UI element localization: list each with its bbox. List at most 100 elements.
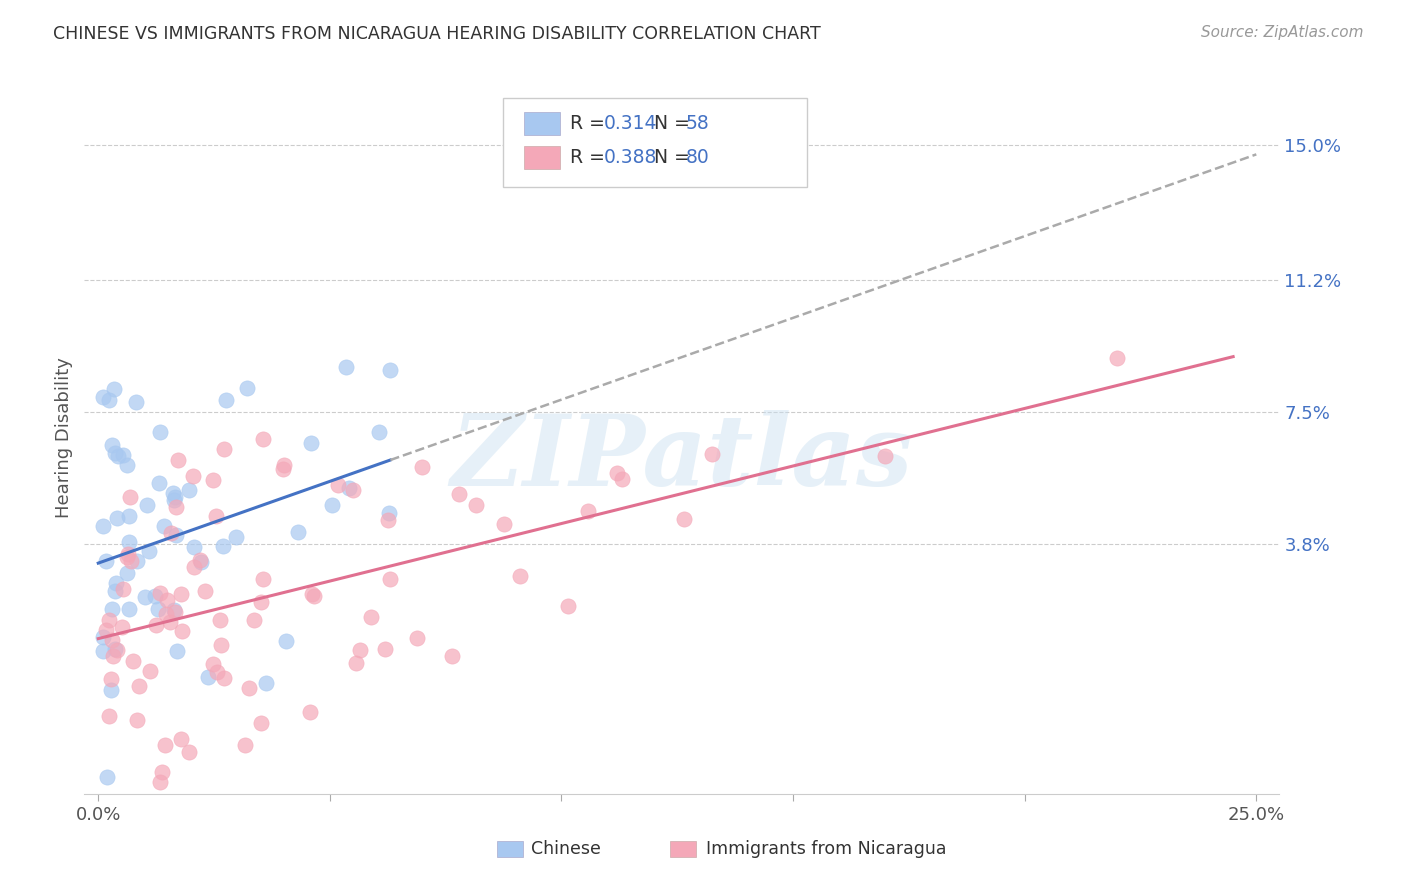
Point: [183, 540, 205, 554]
Point: [139, 665, 162, 679]
Point: [238, 681, 260, 695]
Point: [145, 618, 167, 632]
Point: [166, 643, 188, 657]
Point: [118, 490, 141, 504]
Text: 0.388: 0.388: [605, 148, 658, 167]
Point: [104, 642, 127, 657]
Point: [302, 589, 325, 603]
Point: [148, 586, 170, 600]
Point: [252, 572, 274, 586]
Point: [406, 632, 429, 646]
Point: [117, 535, 139, 549]
Point: [107, 449, 129, 463]
Point: [342, 483, 364, 498]
Point: [163, 603, 186, 617]
Point: [120, 554, 142, 568]
Point: [117, 509, 139, 524]
Point: [101, 437, 124, 451]
Point: [105, 575, 128, 590]
Point: [121, 654, 143, 668]
Text: Chinese: Chinese: [531, 840, 602, 858]
Point: [249, 595, 271, 609]
Point: [378, 506, 401, 520]
FancyBboxPatch shape: [671, 841, 696, 856]
Point: [212, 671, 235, 685]
Point: [103, 382, 125, 396]
Point: [209, 613, 232, 627]
Text: N =: N =: [654, 113, 696, 133]
Point: [205, 509, 228, 524]
Point: [101, 602, 124, 616]
Text: CHINESE VS IMMIGRANTS FROM NICARAGUA HEARING DISABILITY CORRELATION CHART: CHINESE VS IMMIGRANTS FROM NICARAGUA HEA…: [53, 25, 821, 43]
Point: [299, 436, 322, 450]
Point: [672, 512, 695, 526]
Point: [301, 587, 323, 601]
Point: [104, 584, 127, 599]
Point: [201, 473, 224, 487]
Point: [194, 584, 217, 599]
Point: [112, 582, 135, 596]
Point: [190, 555, 212, 569]
FancyBboxPatch shape: [524, 146, 560, 169]
Y-axis label: Hearing Disability: Hearing Disability: [55, 357, 73, 517]
Point: [165, 605, 187, 619]
Point: [125, 713, 148, 727]
Point: [273, 458, 295, 473]
Point: [148, 602, 170, 616]
Point: [873, 449, 896, 463]
Point: [160, 525, 183, 540]
Point: [235, 738, 257, 752]
Point: [149, 425, 172, 440]
Point: [118, 602, 141, 616]
Point: [449, 487, 471, 501]
Point: [115, 549, 138, 564]
Point: [328, 478, 350, 492]
Point: [335, 360, 357, 375]
Text: 58: 58: [686, 113, 709, 133]
Point: [94, 554, 117, 568]
Point: [252, 432, 274, 446]
FancyBboxPatch shape: [503, 98, 807, 187]
Point: [125, 394, 148, 409]
Point: [91, 390, 114, 404]
Point: [494, 517, 516, 532]
Point: [181, 469, 204, 483]
Point: [96, 770, 118, 784]
Point: [509, 568, 531, 582]
Point: [177, 745, 200, 759]
Point: [299, 705, 322, 719]
Point: [169, 587, 191, 601]
Point: [134, 590, 156, 604]
Point: [153, 519, 176, 533]
Point: [117, 547, 139, 561]
Point: [380, 572, 402, 586]
Point: [254, 675, 277, 690]
Point: [163, 492, 186, 507]
Point: [156, 592, 179, 607]
Point: [377, 513, 399, 527]
Point: [91, 644, 114, 658]
Point: [135, 499, 157, 513]
Point: [440, 649, 463, 664]
Point: [170, 731, 193, 746]
Point: [138, 544, 160, 558]
Point: [101, 632, 124, 647]
Point: [111, 620, 134, 634]
Point: [104, 446, 127, 460]
Point: [91, 630, 114, 644]
Point: [197, 670, 219, 684]
Point: [360, 610, 382, 624]
Point: [201, 657, 224, 671]
Point: [1107, 351, 1129, 365]
Point: [411, 459, 433, 474]
Point: [167, 453, 190, 467]
Point: [606, 466, 628, 480]
Point: [97, 613, 120, 627]
Point: [91, 519, 114, 533]
Point: [128, 679, 150, 693]
Point: [344, 656, 367, 670]
Point: [112, 448, 135, 462]
Point: [149, 775, 172, 789]
Point: [163, 490, 186, 504]
Point: [287, 524, 309, 539]
